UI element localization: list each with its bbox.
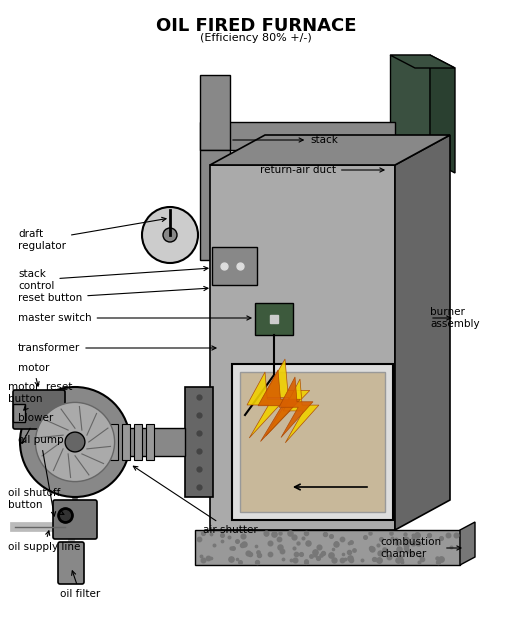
FancyBboxPatch shape <box>53 500 97 539</box>
Polygon shape <box>395 135 450 530</box>
Polygon shape <box>460 522 475 565</box>
FancyBboxPatch shape <box>58 542 84 584</box>
FancyBboxPatch shape <box>122 424 130 460</box>
Polygon shape <box>390 55 430 160</box>
Polygon shape <box>283 379 319 443</box>
FancyBboxPatch shape <box>146 424 154 460</box>
Circle shape <box>142 207 198 263</box>
FancyBboxPatch shape <box>232 364 393 520</box>
Text: motor: motor <box>18 363 50 386</box>
FancyBboxPatch shape <box>200 75 230 150</box>
Polygon shape <box>258 370 300 442</box>
Circle shape <box>35 403 114 481</box>
Polygon shape <box>247 372 285 438</box>
FancyBboxPatch shape <box>105 428 185 456</box>
Text: oil filter: oil filter <box>60 571 100 599</box>
FancyBboxPatch shape <box>255 303 293 335</box>
Text: master switch: master switch <box>18 313 251 323</box>
Text: return-air duct: return-air duct <box>260 165 384 175</box>
Text: transformer: transformer <box>18 343 216 353</box>
Text: stack: stack <box>233 135 338 145</box>
Text: combustion
chamber: combustion chamber <box>380 537 461 559</box>
Text: reset button: reset button <box>18 286 208 303</box>
Text: burner
assembly: burner assembly <box>430 307 480 329</box>
Text: motor  reset
button: motor reset button <box>8 382 73 410</box>
Circle shape <box>163 228 177 242</box>
Text: oil supply line: oil supply line <box>8 531 80 552</box>
FancyBboxPatch shape <box>185 387 213 497</box>
Polygon shape <box>430 55 455 173</box>
Circle shape <box>20 387 130 497</box>
FancyBboxPatch shape <box>200 150 230 260</box>
FancyBboxPatch shape <box>240 372 385 512</box>
Text: (Efficiency 80% +/-): (Efficiency 80% +/-) <box>200 33 312 43</box>
Text: blower: blower <box>18 413 53 444</box>
FancyBboxPatch shape <box>195 530 460 565</box>
FancyBboxPatch shape <box>200 122 395 150</box>
Polygon shape <box>210 135 450 165</box>
FancyBboxPatch shape <box>13 404 25 422</box>
Circle shape <box>65 432 85 452</box>
Polygon shape <box>263 359 310 436</box>
FancyBboxPatch shape <box>134 424 142 460</box>
FancyBboxPatch shape <box>212 247 257 285</box>
Text: draft
regulator: draft regulator <box>18 217 166 251</box>
Text: stack
control: stack control <box>18 266 208 291</box>
Text: oil pump: oil pump <box>18 435 64 516</box>
FancyBboxPatch shape <box>13 390 65 429</box>
Polygon shape <box>390 55 455 68</box>
Polygon shape <box>279 377 313 437</box>
Text: air shutter: air shutter <box>133 466 258 535</box>
Text: oil shutoff
button: oil shutoff button <box>8 488 64 514</box>
FancyBboxPatch shape <box>110 424 118 460</box>
Polygon shape <box>210 165 395 530</box>
Text: OIL FIRED FURNACE: OIL FIRED FURNACE <box>156 17 356 35</box>
